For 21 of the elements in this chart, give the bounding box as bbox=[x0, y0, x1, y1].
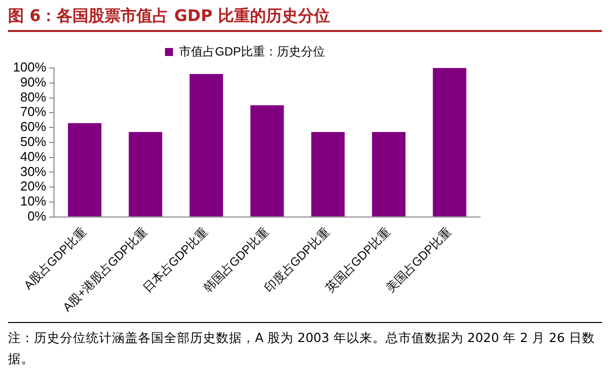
bar bbox=[311, 132, 345, 216]
y-tick-label: 70% bbox=[20, 104, 47, 120]
y-tick-label: 20% bbox=[20, 178, 47, 194]
y-tick-label: 10% bbox=[20, 194, 47, 209]
y-tick-label: 50% bbox=[20, 134, 47, 150]
y-tick-label: 0% bbox=[27, 208, 47, 224]
bar bbox=[432, 68, 466, 216]
bar bbox=[190, 74, 224, 216]
bar bbox=[372, 132, 406, 216]
chart-title: 图 6：各国股票市值占 GDP 比重的历史分位 bbox=[8, 6, 602, 32]
bar bbox=[128, 132, 162, 216]
bar bbox=[250, 105, 284, 216]
bar bbox=[68, 123, 102, 216]
legend-label: 市值占GDP比重：历史分位 bbox=[179, 44, 326, 58]
y-tick-label: 60% bbox=[20, 119, 47, 134]
y-tick-label: 40% bbox=[20, 148, 47, 164]
y-tick-label: 90% bbox=[20, 74, 47, 90]
y-tick-label: 100% bbox=[13, 60, 47, 75]
y-tick-label: 30% bbox=[20, 164, 47, 179]
y-tick-label: 80% bbox=[20, 89, 47, 104]
text: 注：历史分位统计涵盖各国全部历史数据，A 股为 2003 年以来。总市值数据为 2020 年 2 月 26 日数据。 bbox=[8, 329, 596, 368]
